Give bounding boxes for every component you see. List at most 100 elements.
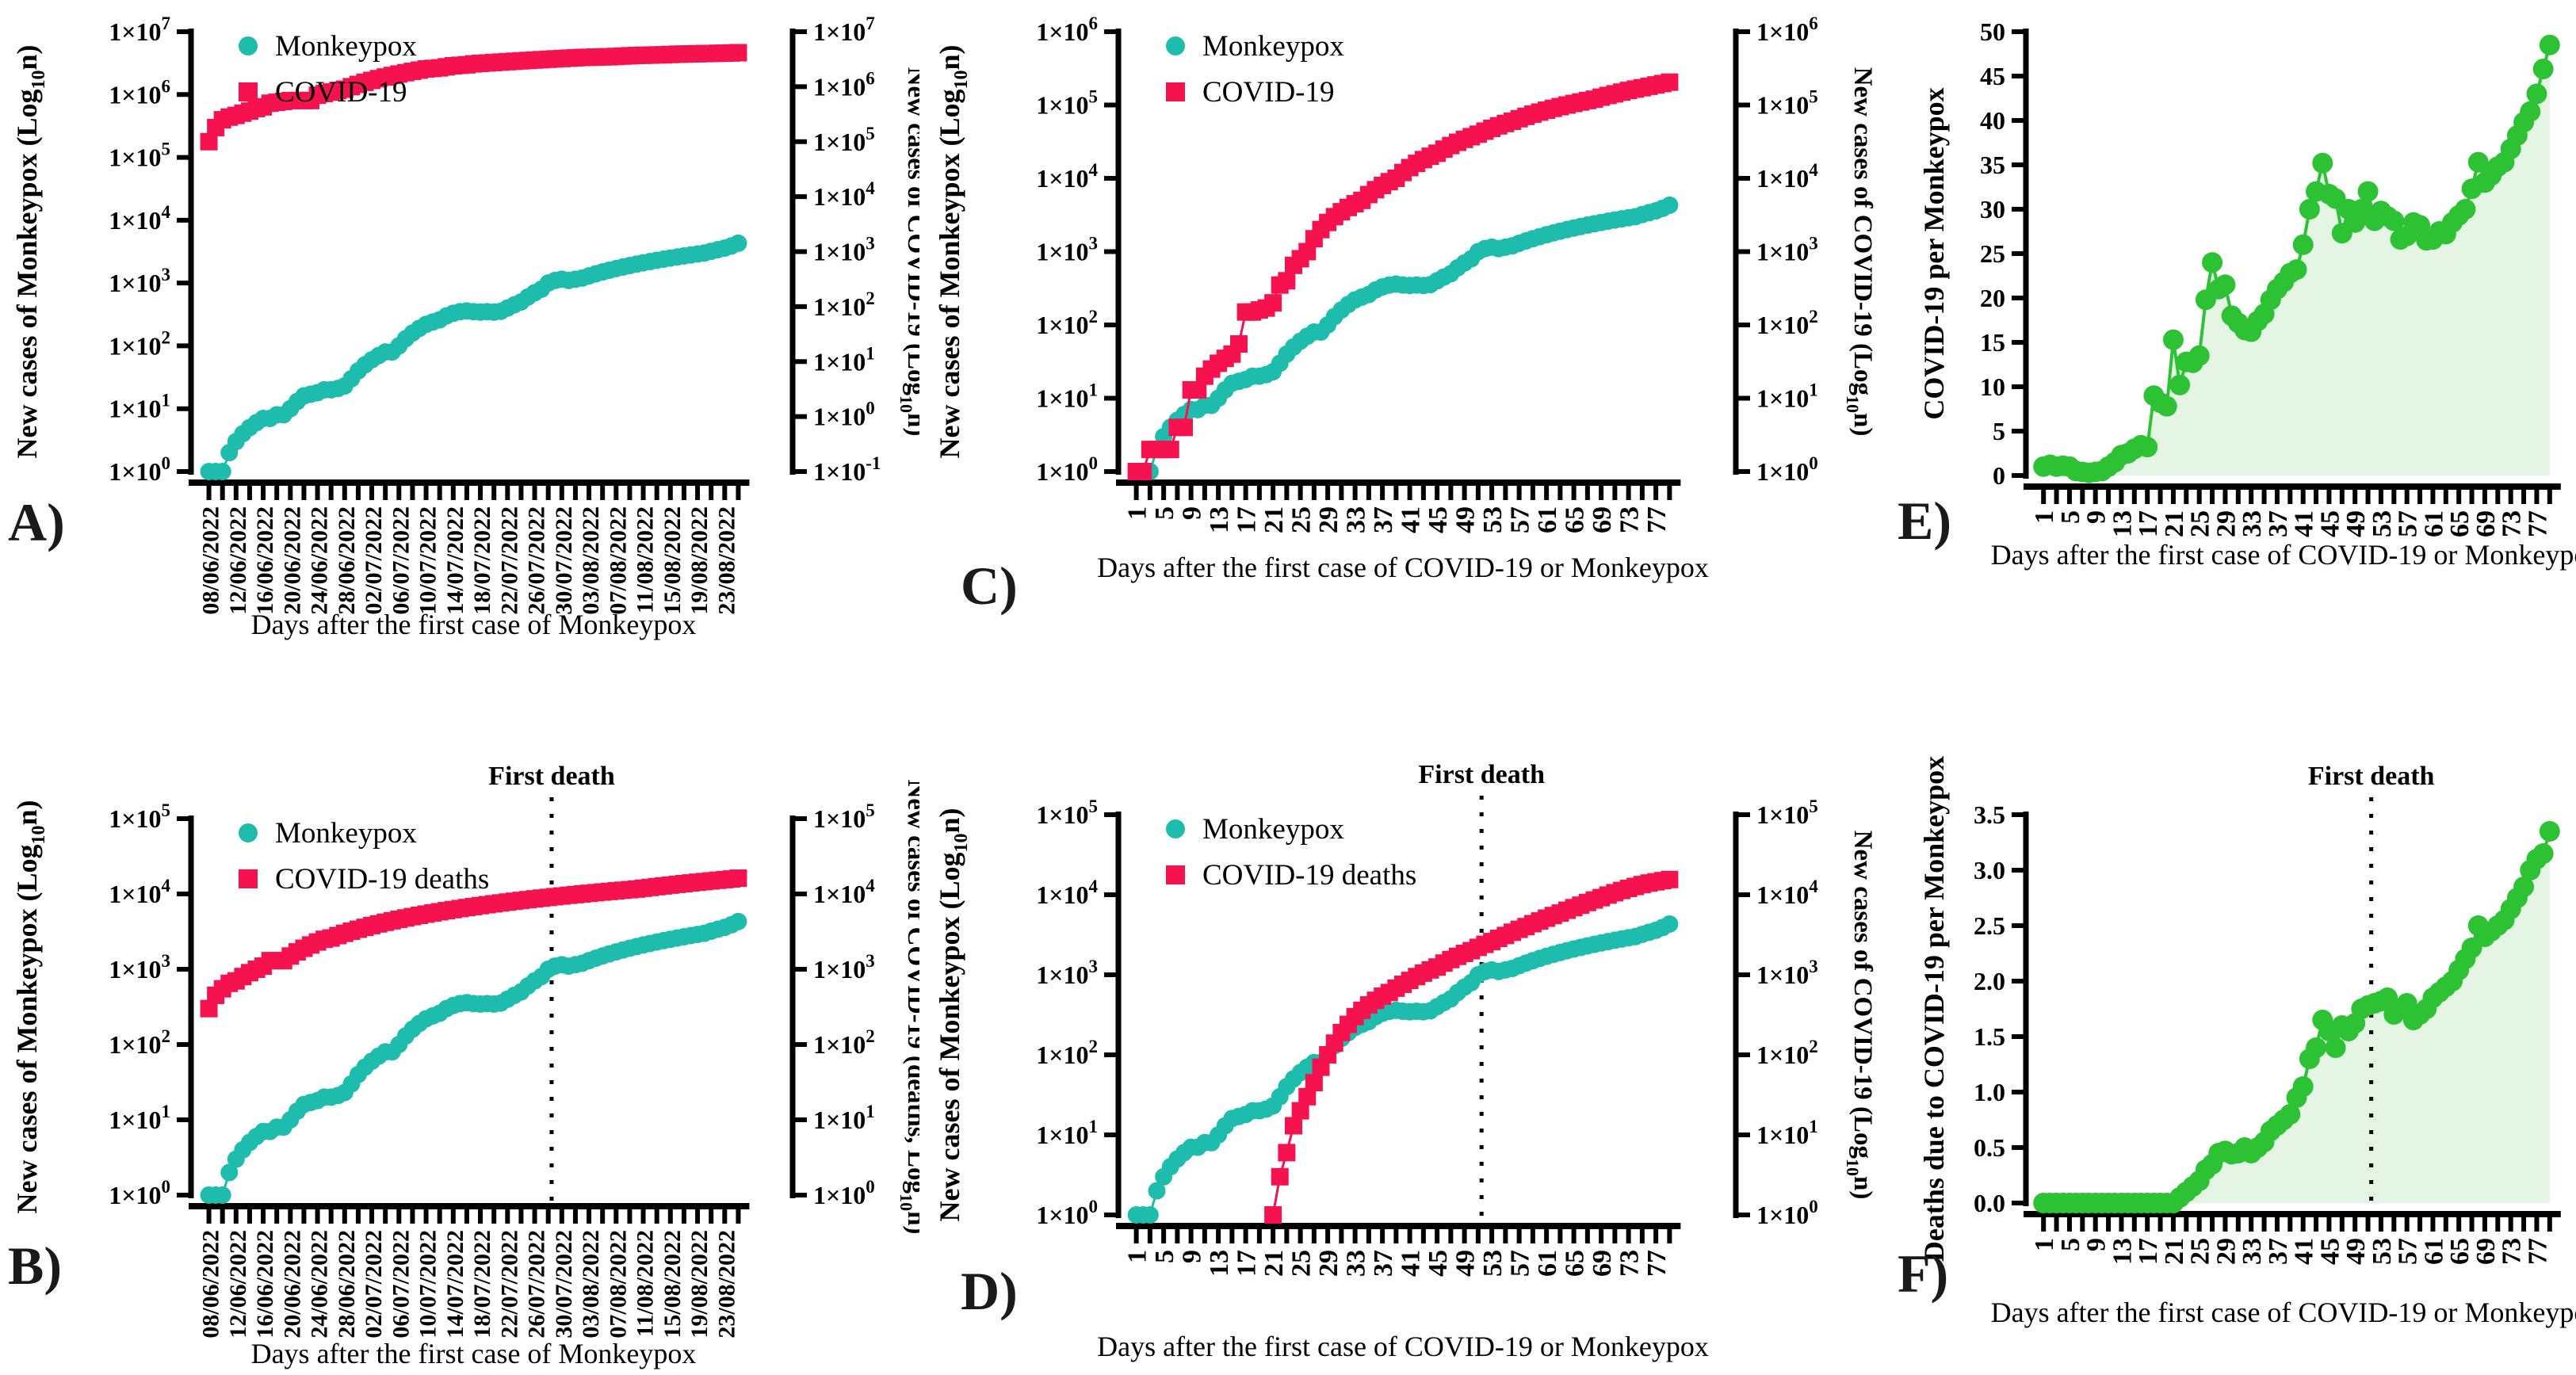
axis-tick-label: 1×100 [813,399,875,431]
x-tick-label: 49 [2341,1238,2371,1265]
x-tick-label: 73 [2498,1238,2527,1265]
panel-d: 1×100 1×101 1×102 1×103 1×104 1×105 New cases … [919,688,1886,1375]
x-tick-label: 08/06/2022 [198,1230,224,1339]
y-axis-right: 1×100 1×101 1×102 1×103 1×104 1×105 New cases … [1733,796,1877,1229]
axis-tick-label: 1×105 [1756,87,1818,120]
legend-label: Monkeypox [275,30,417,63]
x-tick-label: 17 [1233,506,1262,533]
axis-tick-label: 1×100 [813,1177,875,1209]
axis-tick-label: 1×103 [1756,234,1818,266]
x-tick-label: 20/06/2022 [279,1230,305,1339]
y-axis-left: 0 5 10 15 20 25 30 35 40 45 50 COVID-19 per Monkeyp… [1918,17,2029,490]
x-tick-label: 37 [2264,510,2293,537]
axis-tick-label: 1×106 [813,68,875,101]
x-tick-label: 5 [1150,1250,1179,1263]
axis-tick-label: 1×101 [813,1102,875,1134]
x-tick-label: 23/08/2022 [713,506,740,615]
axis-tick-label: 15 [1980,328,2005,357]
series-covid-19 [200,44,747,151]
area-fill [2043,44,2550,476]
x-tick-label: 23/08/2022 [713,1230,740,1339]
x-tick-label: 77 [1642,506,1672,533]
axis-tick-label: 10 [1980,372,2005,401]
legend-label: COVID-19 deaths [1202,859,1416,892]
axis-tick-label: 1×102 [813,1026,875,1059]
x-tick-label: 69 [1588,506,1617,533]
x-tick-label: 77 [1642,1250,1672,1277]
x-tick-label: 33 [1342,1250,1371,1277]
axis-tick-label: 1×100 [1036,453,1098,486]
x-tick-label: 9 [2082,510,2112,524]
axis-tick-label: 1×100 [1036,1197,1098,1229]
x-tick-label: 41 [2290,510,2319,537]
axis-tick-label: 1×105 [109,139,170,172]
axis-tick-label: 3.0 [1974,856,2005,884]
axis-tick-label: 1×104 [1036,877,1098,909]
axis-tick-label: 1×102 [1036,307,1098,339]
axis-tick-label: 30 [1980,195,2005,223]
axis-tick-label: 1×100 [109,1177,170,1209]
x-tick-label: 57 [1506,1250,1535,1277]
axis-tick-label: 50 [1980,17,2005,46]
x-tick-label: 08/06/2022 [198,506,224,615]
y-axis-right-title: New cases of COVID-19 (Log10n) [896,67,919,437]
axis-tick-label: 35 [1980,151,2005,179]
axis-tick-label: 1×101 [1756,1117,1818,1149]
x-tick-label: 41 [1397,506,1426,533]
x-tick-label: 13 [2108,510,2137,537]
x-tick-label: 26/07/2022 [524,1230,550,1339]
x-tick-label: 1 [1123,1250,1152,1263]
first-death-annotation: First death [488,762,615,1206]
y-axis-right-title: New cases of COVID-19 (Log10n) [1843,831,1877,1200]
x-tick-label: 24/06/2022 [307,1230,333,1339]
x-tick-label: 06/07/2022 [388,1230,414,1339]
axis-tick-label: 1×104 [1756,160,1818,193]
axis-tick-label: 1×102 [813,288,875,321]
axis-tick-label: 1×104 [109,876,170,908]
x-tick-label: 1 [2030,510,2059,524]
x-tick-label: 29 [1314,506,1343,533]
x-tick-label: 25 [1287,506,1317,533]
axis-tick-label: 1×100 [109,453,170,486]
x-tick-label: 53 [2368,510,2397,537]
x-tick-label: 5 [2056,1238,2085,1251]
x-tick-label: 61 [1533,506,1562,533]
x-tick-label: 25 [2186,510,2215,537]
legend-label: COVID-19 deaths [275,863,489,896]
x-tick-label: 77 [2523,1238,2552,1265]
x-tick-label: 33 [2238,1238,2267,1265]
axis-tick-label: 1.5 [1974,1022,2005,1051]
panel-c-chart: 1×100 1×101 1×102 1×103 1×104 1×105 1×106 New c… [934,13,1877,583]
axis-tick-label: 2.5 [1974,911,2005,940]
panel-a-chart: 1×100 1×101 1×102 1×103 1×104 1×105 1×106 1×107… [11,13,919,640]
x-tick-label: 13 [1205,506,1234,533]
axis-tick-label: 1×103 [1036,957,1098,989]
x-tick-label: 21 [2160,1238,2189,1265]
x-tick-label: 41 [2290,1238,2319,1265]
x-axis-title: Days after the first case of COVID-19 or… [1097,552,1709,583]
x-axis: 08/06/2022 12/06/2022 16/06/2022 20/06/2022… [189,479,750,640]
x-tick-label: 19/08/2022 [686,506,713,615]
x-tick-label: 10/07/2022 [415,506,441,615]
x-tick-label: 77 [2523,510,2552,537]
y-axis-left-title: New cases of Monkeypox (Log10n) [11,45,49,459]
y-axis-left: 1×100 1×101 1×102 1×103 1×104 1×105 New cases … [934,796,1122,1229]
axis-tick-label: 3.5 [1974,800,2005,829]
x-tick-label: 22/07/2022 [496,506,522,615]
axis-tick-label: 1×105 [1756,796,1818,829]
x-tick-label: 57 [1506,506,1535,533]
axis-tick-label: 1×105 [813,800,875,833]
x-tick-label: 9 [2082,1238,2112,1251]
series-monkeypox [1127,915,1679,1224]
x-tick-label: 13 [2108,1238,2137,1265]
y-axis-right: 1×10-1 1×100 1×101 1×102 1×103 1×104 1×105 1×10… [789,13,919,486]
x-tick-label: 30/07/2022 [551,506,577,615]
x-tick-label: 45 [2315,1238,2345,1265]
panel-b: 1×100 1×101 1×102 1×103 1×104 1×105 New cases … [0,688,919,1375]
x-tick-label: 1 [2030,1238,2059,1251]
panel-a: 1×100 1×101 1×102 1×103 1×104 1×105 1×106 1×107… [0,0,919,688]
x-tick-label: 18/07/2022 [469,506,495,615]
axis-tick-label: 1×104 [813,178,875,211]
legend-label: COVID-19 [1202,76,1334,109]
y-axis-left-title: New cases of Monkeypox (Log10n) [934,808,972,1222]
